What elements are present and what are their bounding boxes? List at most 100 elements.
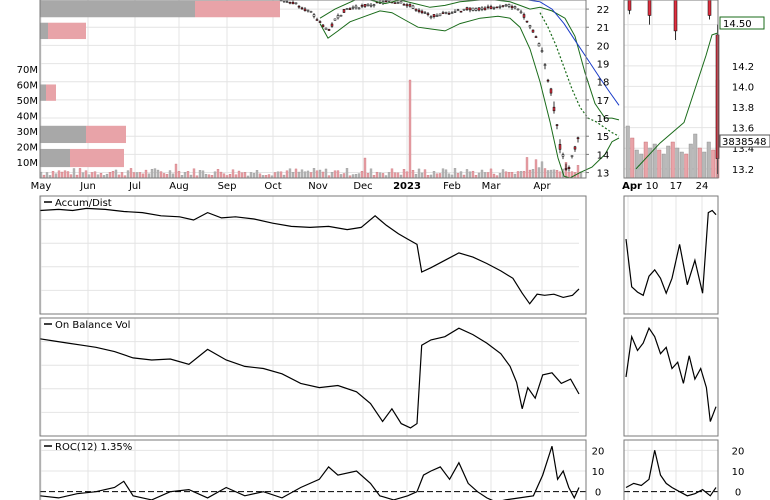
volume-bar [84,170,88,179]
volume-bar [78,168,82,179]
volume-bar [294,168,298,179]
candle-body [300,7,304,10]
volume-bar [552,169,556,179]
candle-body [369,4,373,7]
accum-dist-panel: Accum/Dist [39,195,587,315]
volume-bar [252,173,256,179]
volume-by-price-up-bar [40,0,195,18]
inset-obv-panel [623,317,719,437]
candle-body [357,7,361,10]
candle-body [432,14,436,18]
volume-bar [414,174,418,179]
inset-price-axis: 13.213.413.613.814.014.214.6 [732,21,754,176]
candle-body [516,8,520,11]
volume-bar [120,172,124,179]
volume-bar [300,169,304,179]
date-tick-label: Jul [128,181,141,192]
inset-volume-bar [639,153,644,179]
main-price-background [40,0,586,178]
volume-bar [510,171,514,179]
volume-bar [360,171,364,179]
inset-date-tick-label: 17 [670,181,683,192]
candle-body [501,5,505,7]
volume-by-price-down-bar [48,22,86,40]
volume-bar [555,170,559,179]
inset-volume-bar [693,133,698,179]
inset-date-tick-label: 24 [696,181,709,192]
roc-tick-label: 10 [592,467,605,478]
inset-accum-dist-frame [623,195,719,315]
inset-volume-bar [634,149,639,179]
candle-body [486,6,490,9]
bollinger-upper-line [319,0,620,121]
obv-frame [39,317,587,437]
candle-body [330,23,334,27]
candle-body [477,7,481,11]
volume-bar [558,171,562,179]
volume-bar [207,174,211,179]
volume-bar [393,172,397,179]
volume-bar [369,168,373,179]
accum-dist-background [40,196,586,314]
date-tick-label: Aug [169,181,189,192]
inset-candle-body [627,0,632,11]
date-tick-label: Oct [264,181,281,192]
volume-bar [417,168,421,179]
candle-body [576,137,580,140]
volume-by-price-down-bar [70,148,124,168]
roc-tick-label: 20 [592,446,605,457]
volume-bar [381,173,385,179]
volume-bar [153,168,157,179]
volume-bar [69,174,73,179]
inset-roc-panel: 20 10 0 [623,439,744,500]
volume-bar [534,159,538,179]
candle-body [393,2,397,4]
candle-body [342,9,346,13]
volume-bar [273,172,277,179]
volume-bar [63,170,67,179]
volume-bar [216,169,220,179]
date-tick-label: Sep [218,181,237,192]
volume-bar [318,169,322,179]
roc-frame [39,439,587,500]
candle-body [354,5,358,9]
volume-by-price-down-bar [86,125,126,144]
candle-body [414,8,418,11]
volume-bar [45,172,49,179]
volume-bar [60,171,64,179]
volume-bar [132,172,136,179]
volume-bar [378,172,382,179]
inset-accum-dist-line [625,209,717,297]
volume-bar [222,173,226,179]
volume-bar [492,173,496,179]
volume-bar [237,170,241,179]
volume-bar [81,172,85,179]
volume-bar [231,169,235,179]
price-tick-label: 20 [597,41,610,52]
volume-bar [279,171,283,179]
volume-bar [303,171,307,179]
candle-body [537,43,541,47]
inset-volume-bar [625,125,630,179]
volume-bar [456,173,460,179]
volume-bar [312,168,316,179]
volume-bar [357,173,361,179]
volume-bar [396,172,400,179]
volume-tick-label: 40M [17,112,38,123]
candle-body [462,8,466,11]
volume-bar [402,169,406,179]
candle-body [420,10,424,14]
main-price-frame [39,0,587,179]
volume-bar [540,161,544,179]
price-tick-label: 14 [597,150,610,161]
short-moving-average-line [539,12,620,137]
candle-body [411,5,415,9]
candle-body [456,9,460,11]
inset-volume-bar [679,151,684,179]
inset-bollinger-line [635,32,719,170]
inset-volume-tag-box [719,134,770,148]
candle-body [474,8,478,11]
volume-by-price-bars [40,0,280,168]
candle-body [426,13,430,15]
